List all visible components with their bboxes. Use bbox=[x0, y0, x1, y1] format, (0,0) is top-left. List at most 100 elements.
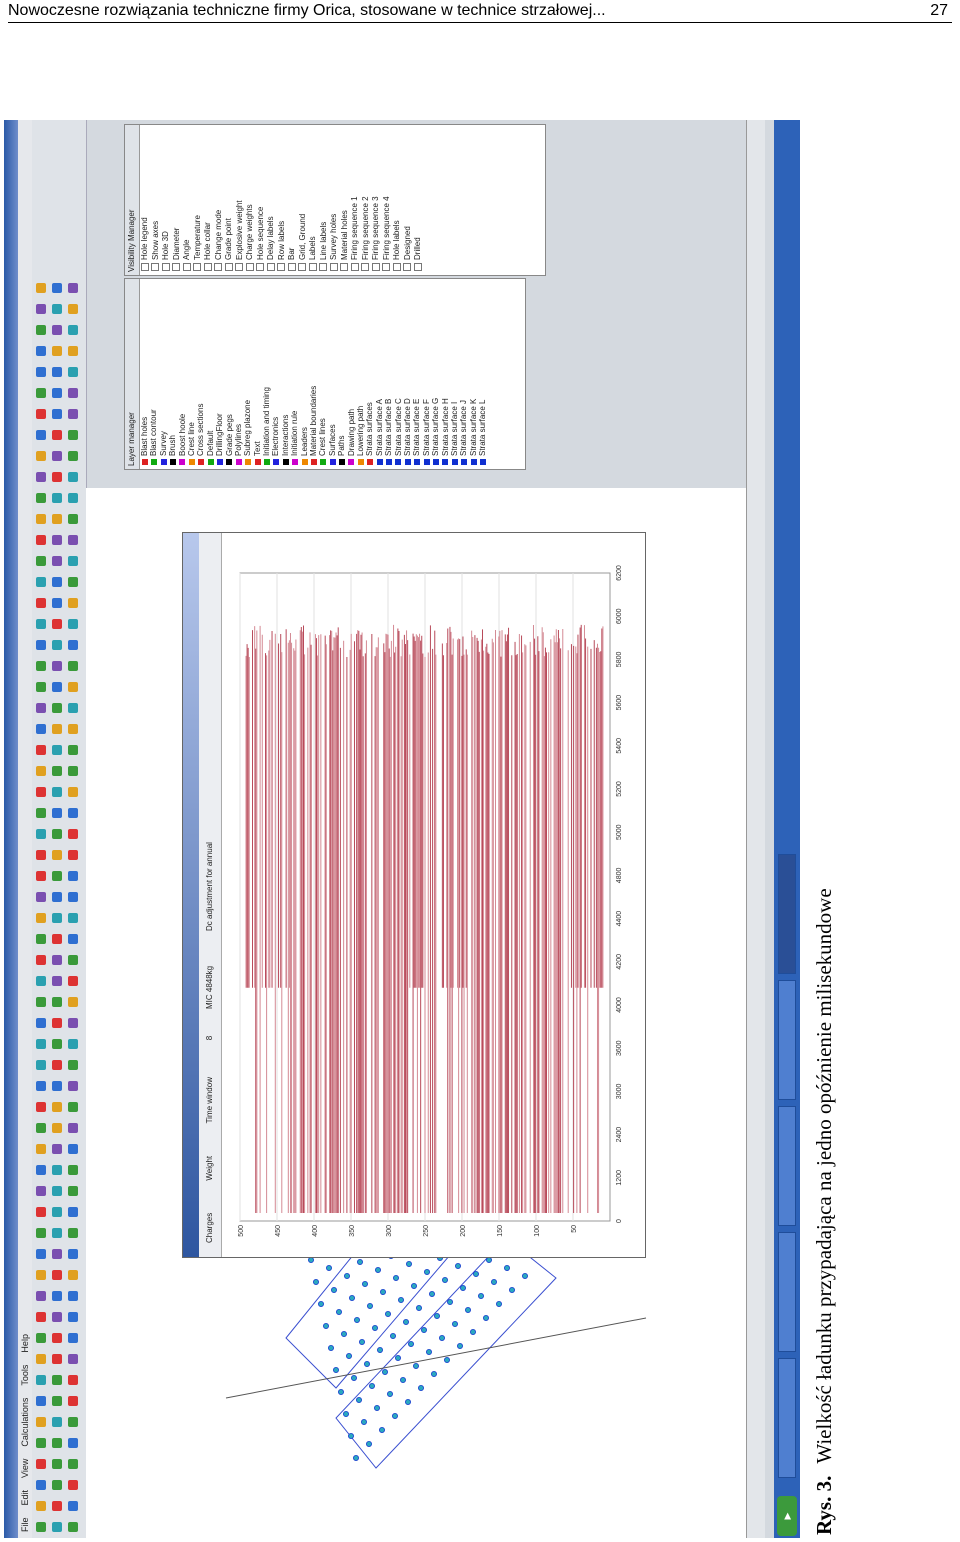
toolbar-icon[interactable] bbox=[36, 850, 46, 860]
toolbar-icon[interactable] bbox=[68, 934, 78, 944]
toolbar-icon[interactable] bbox=[68, 745, 78, 755]
toolbar-icon[interactable] bbox=[68, 346, 78, 356]
layer-item[interactable]: Strata surface C bbox=[394, 279, 403, 469]
toolbar-icon[interactable] bbox=[52, 535, 62, 545]
layer-item[interactable]: Grade pegs bbox=[225, 279, 234, 469]
blast-hole[interactable] bbox=[376, 1347, 383, 1354]
toolbar-icon[interactable] bbox=[36, 283, 46, 293]
layer-item[interactable]: Electronics bbox=[271, 279, 280, 469]
toolbar-icon[interactable] bbox=[36, 1039, 46, 1049]
toolbar-icon[interactable] bbox=[52, 1270, 62, 1280]
blast-hole[interactable] bbox=[443, 1357, 450, 1364]
toolbar-icon[interactable] bbox=[36, 367, 46, 377]
toolbar-icon[interactable] bbox=[68, 1144, 78, 1154]
visibility-checkbox[interactable] bbox=[214, 263, 223, 271]
blast-hole[interactable] bbox=[425, 1349, 432, 1356]
toolbar-icon[interactable] bbox=[68, 1333, 78, 1343]
toolbar-icon[interactable] bbox=[52, 1480, 62, 1490]
toolbar-icon[interactable] bbox=[36, 808, 46, 818]
visibility-checkbox[interactable] bbox=[298, 263, 307, 271]
blast-hole[interactable] bbox=[456, 1343, 463, 1350]
blast-hole[interactable] bbox=[312, 1279, 319, 1286]
toolbar-icon[interactable] bbox=[68, 619, 78, 629]
toolbar-icon[interactable] bbox=[52, 1165, 62, 1175]
visibility-item[interactable]: Drilled bbox=[413, 125, 424, 275]
toolbar-icon[interactable] bbox=[36, 493, 46, 503]
blast-hole[interactable] bbox=[384, 1311, 391, 1318]
blast-hole[interactable] bbox=[363, 1361, 370, 1368]
toolbar-icon[interactable] bbox=[68, 1312, 78, 1322]
blast-hole[interactable] bbox=[407, 1341, 414, 1348]
toolbar-icon[interactable] bbox=[68, 535, 78, 545]
visibility-checkbox[interactable] bbox=[403, 263, 412, 271]
toolbar-icon[interactable] bbox=[52, 1249, 62, 1259]
taskbar-button-active[interactable] bbox=[778, 854, 796, 974]
layer-item[interactable]: Initiation rule bbox=[290, 279, 299, 469]
toolbar-icon[interactable] bbox=[36, 892, 46, 902]
toolbar-icon[interactable] bbox=[36, 724, 46, 734]
visibility-checkbox[interactable] bbox=[224, 263, 233, 271]
toolbar-icon[interactable] bbox=[52, 304, 62, 314]
toolbar-icon[interactable] bbox=[52, 913, 62, 923]
toolbar-icon[interactable] bbox=[52, 514, 62, 524]
toolbar-icon[interactable] bbox=[52, 493, 62, 503]
toolbar-icon[interactable] bbox=[52, 745, 62, 755]
toolbar-icon[interactable] bbox=[52, 829, 62, 839]
visibility-item[interactable]: Hole 3D bbox=[161, 125, 172, 275]
layer-item[interactable]: Blast holes bbox=[140, 279, 149, 469]
toolbar-icon[interactable] bbox=[68, 976, 78, 986]
toolbar-icon[interactable] bbox=[36, 409, 46, 419]
blast-hole[interactable] bbox=[378, 1426, 385, 1433]
toolbar-icon[interactable] bbox=[68, 955, 78, 965]
visibility-item[interactable]: Hole legend bbox=[140, 125, 151, 275]
toolbar-icon[interactable] bbox=[52, 1228, 62, 1238]
visibility-item[interactable]: Grade point bbox=[224, 125, 235, 275]
toolbar-icon[interactable] bbox=[52, 661, 62, 671]
visibility-checkbox[interactable] bbox=[203, 263, 212, 271]
blast-hole[interactable] bbox=[350, 1375, 357, 1382]
visibility-checkbox[interactable] bbox=[245, 263, 254, 271]
blast-hole[interactable] bbox=[508, 1287, 515, 1294]
toolbar-icon[interactable] bbox=[36, 514, 46, 524]
visibility-checkbox[interactable] bbox=[161, 263, 170, 271]
toolbar-icon[interactable] bbox=[68, 1123, 78, 1133]
toolbar-icon[interactable] bbox=[52, 556, 62, 566]
blast-hole[interactable] bbox=[379, 1289, 386, 1296]
layer-item[interactable]: Blast contour bbox=[149, 279, 158, 469]
blast-hole[interactable] bbox=[402, 1319, 409, 1326]
menu-item[interactable]: Tools bbox=[20, 1364, 30, 1386]
toolbar-icon[interactable] bbox=[36, 976, 46, 986]
toolbar-icon[interactable] bbox=[36, 1291, 46, 1301]
toolbar-icon[interactable] bbox=[52, 850, 62, 860]
toolbar-icon[interactable] bbox=[36, 1207, 46, 1217]
toolbar-icon[interactable] bbox=[36, 1396, 46, 1406]
blast-hole[interactable] bbox=[386, 1391, 393, 1398]
layer-item[interactable]: Strata surface I bbox=[450, 279, 459, 469]
toolbar-icon[interactable] bbox=[52, 1102, 62, 1112]
toolbar-icon[interactable] bbox=[68, 892, 78, 902]
layer-item[interactable]: Polylines bbox=[234, 279, 243, 469]
toolbar-icon[interactable] bbox=[68, 493, 78, 503]
layer-item[interactable]: Strata surface B bbox=[384, 279, 393, 469]
layer-item[interactable]: Surfaces bbox=[328, 279, 337, 469]
menu-item[interactable]: File bbox=[20, 1517, 30, 1532]
toolbar-icon[interactable] bbox=[36, 1144, 46, 1154]
toolbar-icon[interactable] bbox=[68, 304, 78, 314]
toolbar-icon[interactable] bbox=[68, 997, 78, 1007]
visibility-item[interactable]: Diameter bbox=[172, 125, 183, 275]
layer-item[interactable]: Cross sections bbox=[196, 279, 205, 469]
toolbar-icon[interactable] bbox=[52, 283, 62, 293]
layer-item[interactable]: Crest line bbox=[187, 279, 196, 469]
layer-item[interactable]: Default bbox=[206, 279, 215, 469]
blast-hole[interactable] bbox=[371, 1325, 378, 1332]
blast-hole[interactable] bbox=[389, 1333, 396, 1340]
toolbar-icon[interactable] bbox=[68, 766, 78, 776]
toolbar-icon[interactable] bbox=[36, 913, 46, 923]
layer-item[interactable]: Initiation and timing bbox=[262, 279, 271, 469]
taskbar-button[interactable] bbox=[778, 1358, 796, 1478]
toolbar-icon[interactable] bbox=[52, 388, 62, 398]
toolbar-icon[interactable] bbox=[52, 997, 62, 1007]
layer-item[interactable]: Strata surface D bbox=[403, 279, 412, 469]
toolbar-icon[interactable] bbox=[52, 871, 62, 881]
layer-item[interactable]: Strata surface F bbox=[422, 279, 431, 469]
